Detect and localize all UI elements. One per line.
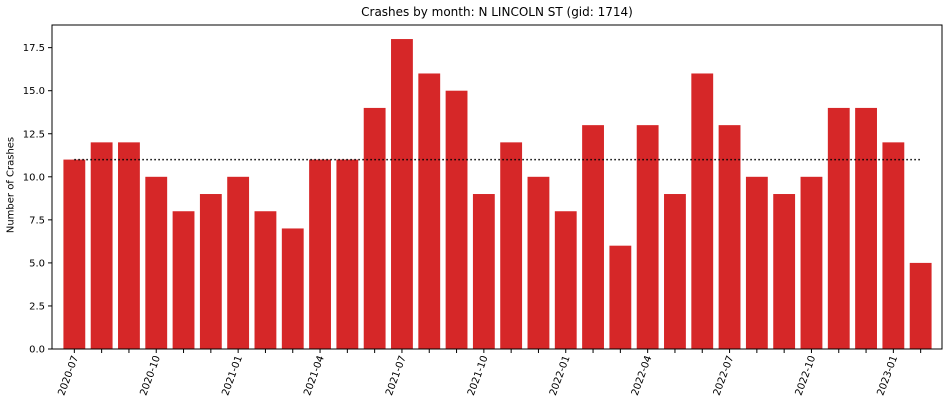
bar-2021-08 xyxy=(418,73,441,349)
bar-2021-06 xyxy=(363,107,386,349)
bar-2020-11 xyxy=(172,211,195,349)
y-tick-label: 17.5 xyxy=(23,43,45,54)
bar-2021-05 xyxy=(336,159,359,349)
y-tick-label: 15.0 xyxy=(23,86,45,97)
bar-2021-12 xyxy=(527,176,550,349)
y-tick-label: 7.5 xyxy=(29,215,45,226)
bar-2020-07 xyxy=(63,159,86,349)
bar-2022-10 xyxy=(800,176,823,349)
bar-2022-08 xyxy=(745,176,768,349)
bar-2023-02 xyxy=(909,262,932,349)
bar-2022-05 xyxy=(664,194,686,349)
bar-2021-03 xyxy=(281,228,304,349)
y-tick-label: 10.0 xyxy=(23,172,45,183)
bar-2022-04 xyxy=(636,125,659,349)
bar-2021-04 xyxy=(309,159,331,349)
x-tick-label: 2021-01 xyxy=(220,354,245,397)
bar-2022-12 xyxy=(855,107,877,349)
x-tick-label: 2020-07 xyxy=(57,354,82,397)
x-tick-label: 2021-04 xyxy=(302,354,327,397)
y-tick-label: 5.0 xyxy=(29,258,45,269)
x-tick-label: 2022-01 xyxy=(548,354,573,397)
bar-2022-11 xyxy=(827,107,850,349)
bar-2022-03 xyxy=(609,245,632,349)
plot-frame xyxy=(51,24,943,350)
bar-2021-10 xyxy=(472,194,495,349)
x-tick-label: 2020-10 xyxy=(138,354,163,397)
x-tick-label: 2021-07 xyxy=(384,354,409,397)
bar-2020-10 xyxy=(145,176,168,349)
bar-2021-09 xyxy=(445,90,468,349)
bar-2022-07 xyxy=(718,125,741,349)
y-tick-label: 2.5 xyxy=(29,301,45,312)
bar-2023-01 xyxy=(882,142,905,349)
bar-2021-11 xyxy=(500,142,523,349)
x-tick-label: 2021-10 xyxy=(466,354,491,397)
bar-2020-08 xyxy=(90,142,113,349)
bar-2020-12 xyxy=(199,194,222,349)
bar-2020-09 xyxy=(118,142,140,349)
x-tick-label: 2022-04 xyxy=(630,354,655,397)
bar-2021-07 xyxy=(391,39,413,349)
bar-2021-02 xyxy=(254,211,277,349)
bar-2021-01 xyxy=(227,176,250,349)
y-tick-label: 0.0 xyxy=(29,345,45,356)
bar-2022-09 xyxy=(773,194,796,349)
bar-2022-06 xyxy=(691,73,714,349)
x-tick-label: 2023-01 xyxy=(876,354,901,397)
x-tick-label: 2022-07 xyxy=(712,354,737,397)
chart-title: Crashes by month: N LINCOLN ST (gid: 171… xyxy=(361,5,633,19)
x-tick-label: 2022-10 xyxy=(794,354,819,397)
y-tick-label: 12.5 xyxy=(23,129,45,140)
bar-2022-02 xyxy=(582,125,604,349)
bar-2022-01 xyxy=(554,211,577,349)
